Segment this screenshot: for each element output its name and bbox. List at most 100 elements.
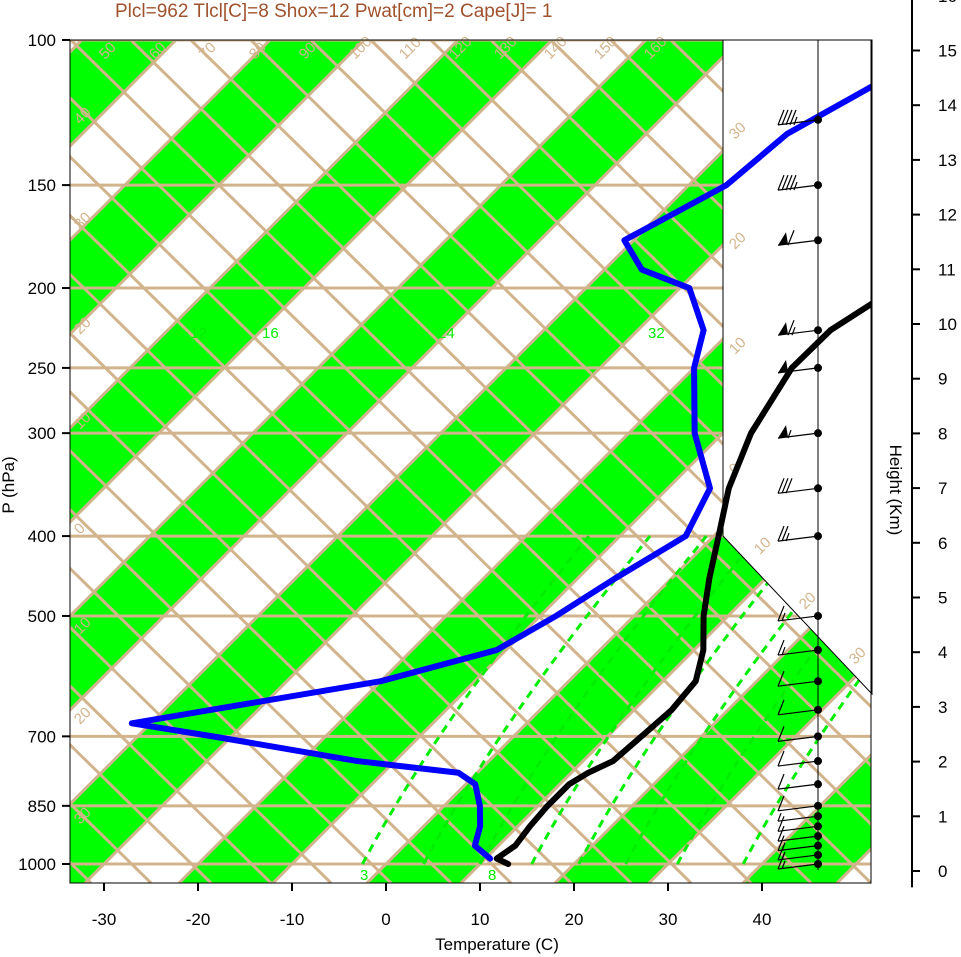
y-tick-label: 850 bbox=[28, 797, 56, 816]
wind-barb-full bbox=[785, 174, 793, 191]
x-tick-label: 40 bbox=[753, 910, 772, 929]
height-tick-label: 4 bbox=[938, 643, 947, 662]
wind-barb-full bbox=[777, 525, 785, 542]
mixing-ratio-line bbox=[530, 535, 760, 865]
wind-barb bbox=[777, 184, 819, 191]
wind-barb-full bbox=[777, 825, 785, 842]
wind-barb-full bbox=[777, 639, 785, 656]
y-tick-label: 700 bbox=[28, 727, 56, 746]
mixing-ratio-line bbox=[741, 661, 871, 865]
mixing-ratio-line bbox=[361, 535, 591, 865]
x-tick-label: 20 bbox=[565, 910, 584, 929]
wind-barb-full bbox=[777, 109, 785, 126]
y-tick-label: 300 bbox=[28, 424, 56, 443]
x-tick-label: 0 bbox=[381, 910, 390, 929]
wind-barb-half bbox=[781, 860, 786, 870]
y-tick-label: 400 bbox=[28, 527, 56, 546]
x-tick-label: -10 bbox=[280, 910, 305, 929]
isotherm-line bbox=[70, 40, 648, 619]
wind-barb-full bbox=[777, 726, 785, 742]
y-tick-label: 100 bbox=[28, 31, 56, 50]
x-tick-label: -30 bbox=[92, 910, 117, 929]
height-tick-label: 8 bbox=[938, 424, 947, 443]
dry-adiabat-line bbox=[608, 40, 871, 298]
isotherm-line bbox=[70, 40, 366, 337]
mixing-ratio-label: 12 bbox=[190, 325, 207, 342]
x-tick-label: -20 bbox=[186, 910, 211, 929]
height-tick-label: 10 bbox=[938, 315, 957, 334]
wind-barb-half bbox=[787, 364, 792, 374]
dry-adiabat-line bbox=[488, 40, 871, 415]
wind-barb-full bbox=[785, 478, 793, 494]
height-tick-label: 15 bbox=[938, 42, 957, 61]
wind-barb bbox=[777, 735, 819, 742]
y-tick-label: 500 bbox=[28, 607, 56, 626]
wind-barb-half bbox=[793, 181, 798, 191]
wind-barb bbox=[777, 805, 819, 812]
isotherm-line bbox=[553, 564, 871, 883]
wind-barb bbox=[777, 760, 819, 767]
wind-barb-full bbox=[777, 816, 785, 832]
y-tick-label: 1000 bbox=[18, 855, 56, 874]
adiabat-label: 3 bbox=[360, 867, 368, 884]
wind-barb-half bbox=[777, 813, 782, 822]
wind-barb bbox=[777, 487, 819, 494]
dry-adiabat-line bbox=[548, 40, 871, 356]
x-axis: -30 -20 -10 0 10 20 30 40 bbox=[92, 883, 772, 929]
height-axis-label: Height (Km) bbox=[886, 445, 905, 536]
wind-barb-flag bbox=[778, 359, 788, 373]
isotherm-line bbox=[70, 40, 742, 713]
height-tick-label: 0 bbox=[938, 862, 947, 881]
wind-barb-full bbox=[787, 319, 795, 336]
height-tick-label: 3 bbox=[938, 698, 947, 717]
mixing-ratio-line bbox=[577, 535, 807, 865]
adiabat-label: 8 bbox=[488, 867, 496, 884]
height-tick-label: 12 bbox=[938, 206, 957, 225]
wind-barb bbox=[777, 863, 819, 870]
y-axis: 100 150 200 250 300 400 500 700 850 1000 bbox=[18, 31, 70, 874]
height-tick-label: 7 bbox=[938, 479, 947, 498]
wind-barb-half bbox=[781, 612, 786, 622]
wind-barb-full bbox=[781, 174, 789, 191]
isotherm-line bbox=[70, 40, 460, 431]
dry-adiabat-line bbox=[871, 1, 961, 883]
height-tick-label: 13 bbox=[938, 151, 957, 170]
wind-barb-half bbox=[791, 326, 796, 336]
wind-barb bbox=[777, 709, 819, 716]
wind-barb-half bbox=[781, 842, 786, 851]
wind-barb bbox=[777, 815, 819, 822]
isotherm-line bbox=[177, 188, 871, 883]
height-tick-label: 5 bbox=[938, 589, 947, 608]
wind-barbs bbox=[777, 40, 822, 870]
wind-barb-flag bbox=[778, 232, 788, 246]
isotherm-line bbox=[70, 40, 554, 525]
chart-title: Plcl=962 Tlcl[C]=8 Shox=12 Pwat[cm]=2 Ca… bbox=[115, 1, 552, 22]
wind-barb-full bbox=[777, 174, 785, 191]
height-axis: 012345678910111213141516 bbox=[911, 0, 957, 888]
wind-barb-half bbox=[793, 116, 798, 126]
mixing-ratio-label: 16 bbox=[262, 325, 279, 342]
height-tick-label: 1 bbox=[938, 807, 947, 826]
wind-barb bbox=[777, 825, 819, 832]
wind-barb bbox=[777, 119, 819, 126]
wind-barb-full bbox=[777, 478, 785, 494]
isotherm-band bbox=[70, 40, 871, 883]
wind-barb-full bbox=[777, 670, 785, 687]
wind-barb-half bbox=[787, 429, 792, 439]
wind-barb bbox=[777, 845, 819, 852]
y-axis-label: P (hPa) bbox=[0, 456, 18, 513]
x-axis-label: Temperature (C) bbox=[435, 935, 559, 954]
wind-barb-full bbox=[777, 750, 785, 767]
mixing-ratio-line bbox=[478, 535, 708, 865]
wind-barb-full bbox=[777, 605, 785, 622]
wind-barb-full bbox=[789, 174, 797, 191]
wind-barb bbox=[777, 835, 819, 842]
wind-barb bbox=[777, 680, 819, 687]
wind-barb-full bbox=[789, 109, 797, 126]
height-tick-label: 9 bbox=[938, 370, 947, 389]
sounding-profiles bbox=[128, 83, 871, 867]
wind-barb-full bbox=[787, 230, 795, 246]
height-tick-label: 16 bbox=[938, 0, 957, 6]
plot-frame bbox=[69, 39, 872, 884]
